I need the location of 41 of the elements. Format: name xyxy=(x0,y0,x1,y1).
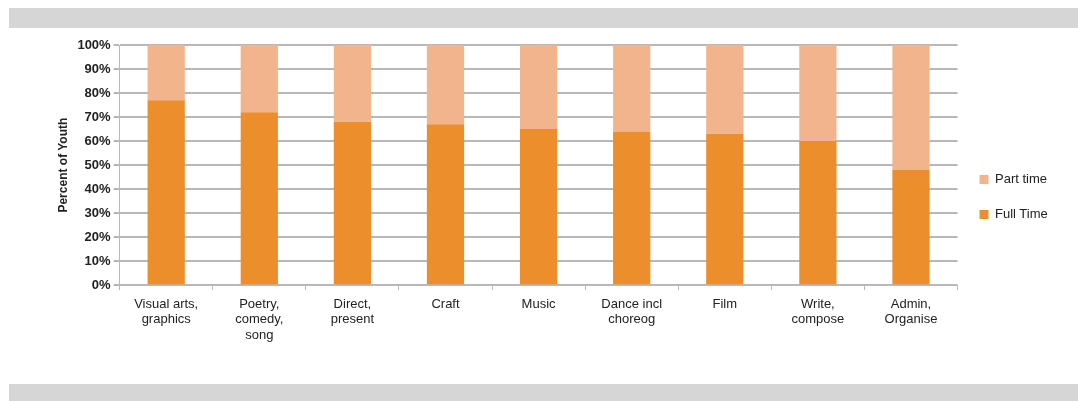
y-tick-label: 100% xyxy=(77,36,112,52)
y-tick-label: 40% xyxy=(84,180,112,196)
x-tick-label: Admin, Organise xyxy=(884,295,938,327)
legend-label: Full Time xyxy=(995,206,1048,222)
bar xyxy=(240,45,278,113)
y-axis-title: Percent of Youth xyxy=(55,117,70,213)
x-tick-label: Visual arts, graphics xyxy=(134,295,199,327)
bar xyxy=(892,169,930,285)
bar xyxy=(147,100,185,285)
bar xyxy=(892,45,930,170)
bar xyxy=(706,133,744,285)
y-tick-label: 30% xyxy=(84,204,112,220)
legend-label: Part time xyxy=(995,171,1048,187)
y-tick-label: 20% xyxy=(84,228,112,244)
bar xyxy=(519,129,558,285)
x-tick-label: Music xyxy=(521,295,557,311)
x-tick-label: Film xyxy=(712,295,738,311)
y-tick-label: 80% xyxy=(84,84,112,100)
bar xyxy=(799,45,837,142)
x-tick-label: Craft xyxy=(431,295,460,311)
bar xyxy=(706,45,744,134)
y-tick-label: 90% xyxy=(84,60,112,76)
bar xyxy=(147,45,185,101)
bar xyxy=(613,131,651,285)
x-tick-label: Write, compose xyxy=(791,295,845,327)
bar xyxy=(333,121,372,285)
x-tick-label: Dance incl choreog xyxy=(601,295,663,327)
bar xyxy=(240,112,278,285)
bar xyxy=(799,141,837,285)
y-tick-label: 0% xyxy=(91,276,112,292)
x-tick-label: Direct, present xyxy=(330,295,375,327)
bar xyxy=(426,45,465,125)
y-tick-label: 60% xyxy=(84,132,112,148)
y-tick-label: 10% xyxy=(84,252,112,268)
bar xyxy=(519,45,558,130)
bar xyxy=(426,124,465,285)
y-tick-label: 50% xyxy=(84,156,112,172)
bar xyxy=(333,45,372,122)
bar xyxy=(613,45,651,132)
y-tick-label: 70% xyxy=(84,108,112,124)
x-tick-label: Poetry, comedy, song xyxy=(235,295,284,342)
